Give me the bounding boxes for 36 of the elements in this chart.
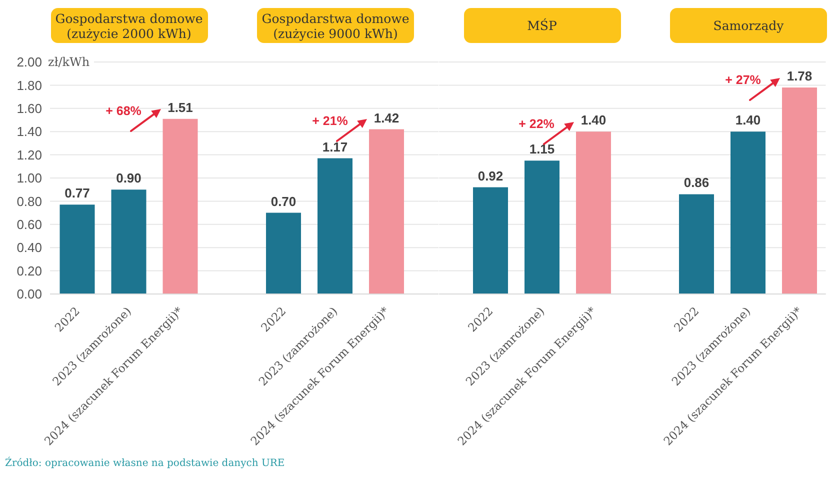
data-label: 1.78: [787, 68, 812, 84]
data-label: 1.15: [529, 142, 554, 157]
data-label: 1.40: [736, 112, 761, 128]
bar: [162, 118, 198, 294]
data-label: 1.51: [168, 100, 193, 115]
chart-title: Gospodarstwa domowe (zużycie 2000 kWh): [54, 10, 204, 40]
chart-title: MŚP: [527, 18, 557, 33]
y-tick-label: 0.00: [16, 286, 42, 302]
annotation: + 68%: [106, 104, 142, 118]
data-label: 1.42: [374, 110, 400, 126]
data-label: 0.77: [64, 186, 90, 201]
data-label: 1.17: [322, 139, 348, 154]
y-tick-label: 1.40: [16, 124, 42, 140]
y-tick-label: 0.20: [16, 263, 42, 278]
y-tick-label: 1.00: [16, 170, 42, 186]
data-label: 0.90: [116, 170, 142, 186]
data-label: 0.70: [271, 194, 296, 209]
annotation: + 21%: [312, 114, 348, 128]
annotation: + 22%: [518, 116, 554, 131]
annotation: + 27%: [725, 72, 761, 87]
data-label: 0.92: [478, 168, 503, 184]
chart-title: Samorządy: [713, 18, 784, 33]
data-label: 0.86: [684, 175, 710, 190]
y-tick-label: 0.40: [16, 240, 42, 256]
y-tick-label: 0.60: [16, 217, 42, 232]
y-tick-label: 1.60: [16, 101, 42, 116]
y-axis-title: zł/kWh: [48, 55, 90, 69]
bar: [111, 190, 146, 294]
text: Źródło: opracowanie własne na podstawie danych URE: [5, 458, 285, 469]
bar: [60, 204, 95, 294]
y-tick-label: 1.80: [16, 78, 42, 93]
y-tick-label: 2.00: [16, 54, 42, 70]
data-label: 1.40: [580, 112, 606, 128]
y-tick-label: 0.80: [16, 194, 42, 209]
chart-title: Gospodarstwa domowe (zużycie 9000 kWh): [261, 10, 410, 40]
y-tick-label: 1.20: [16, 147, 42, 162]
